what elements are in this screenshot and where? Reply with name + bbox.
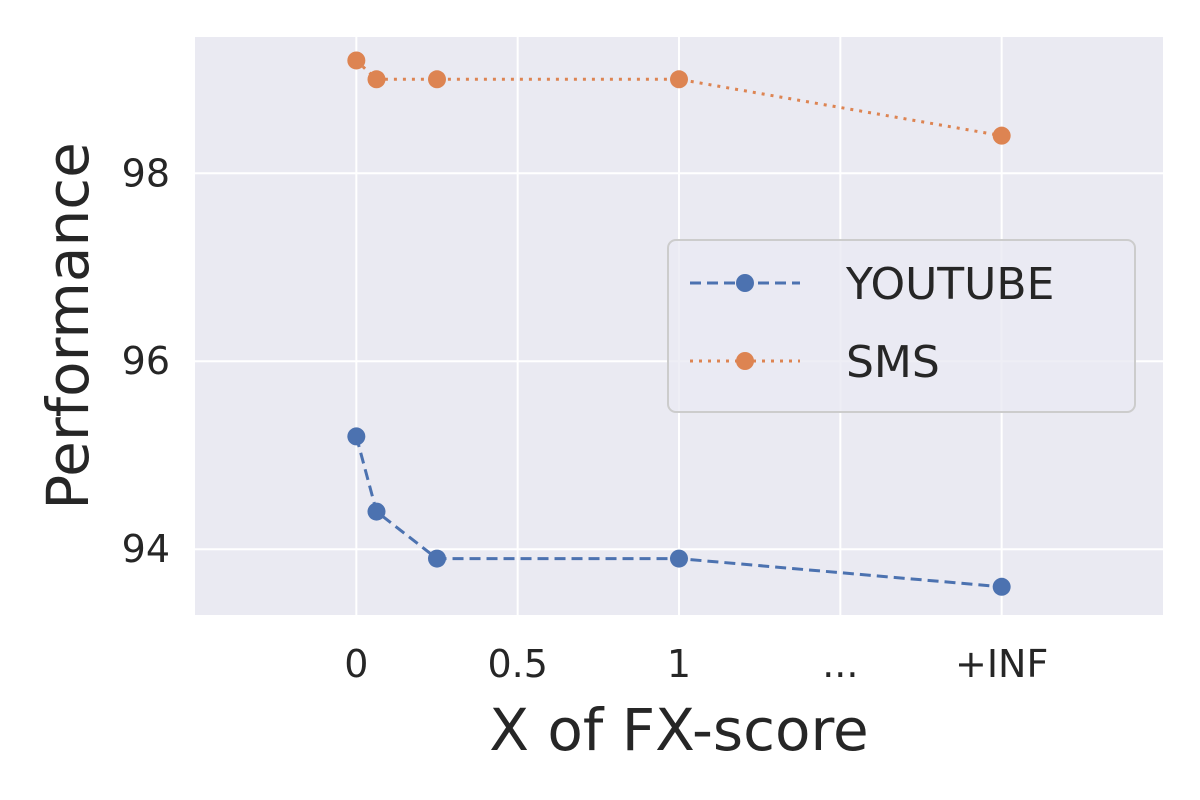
data-point xyxy=(992,126,1011,145)
series-line xyxy=(355,59,1002,138)
y-tick-label: 98 xyxy=(122,151,170,195)
data-point xyxy=(670,70,688,89)
data-point xyxy=(367,70,386,89)
legend-marker xyxy=(736,352,754,370)
data-point xyxy=(992,577,1011,596)
data-point xyxy=(428,549,446,568)
series-sms xyxy=(347,51,1011,145)
x-tick-labels: 0 0.5 1... +INF xyxy=(344,642,1048,686)
legend-label: YOUTUBE xyxy=(845,259,1054,310)
x-tick-label: 1 xyxy=(667,642,691,686)
data-point xyxy=(347,51,366,70)
data-point xyxy=(428,70,446,89)
y-tick-labels: 94 96 98 xyxy=(122,151,170,571)
data-point xyxy=(670,549,688,568)
x-axis-label: X of FX-score xyxy=(489,696,869,764)
x-tick-label: +INF xyxy=(955,642,1048,686)
y-tick-label: 94 xyxy=(122,527,170,571)
legend-item: YOUTUBE xyxy=(690,259,1054,310)
y-axis-label: Performance xyxy=(34,142,102,510)
x-tick-label: 0.5 xyxy=(487,642,547,686)
legend: YOUTUBE SMS xyxy=(667,239,1136,413)
legend-item: SMS xyxy=(690,337,940,388)
legend-label: SMS xyxy=(846,337,940,388)
data-point xyxy=(367,502,386,521)
y-tick-label: 96 xyxy=(122,339,170,383)
x-tick-label: ... xyxy=(822,642,858,686)
x-tick-label: 0 xyxy=(344,642,368,686)
data-point xyxy=(347,427,366,446)
legend-marker xyxy=(736,274,754,292)
series-youtube xyxy=(347,427,1011,596)
series-layer xyxy=(347,51,1011,596)
